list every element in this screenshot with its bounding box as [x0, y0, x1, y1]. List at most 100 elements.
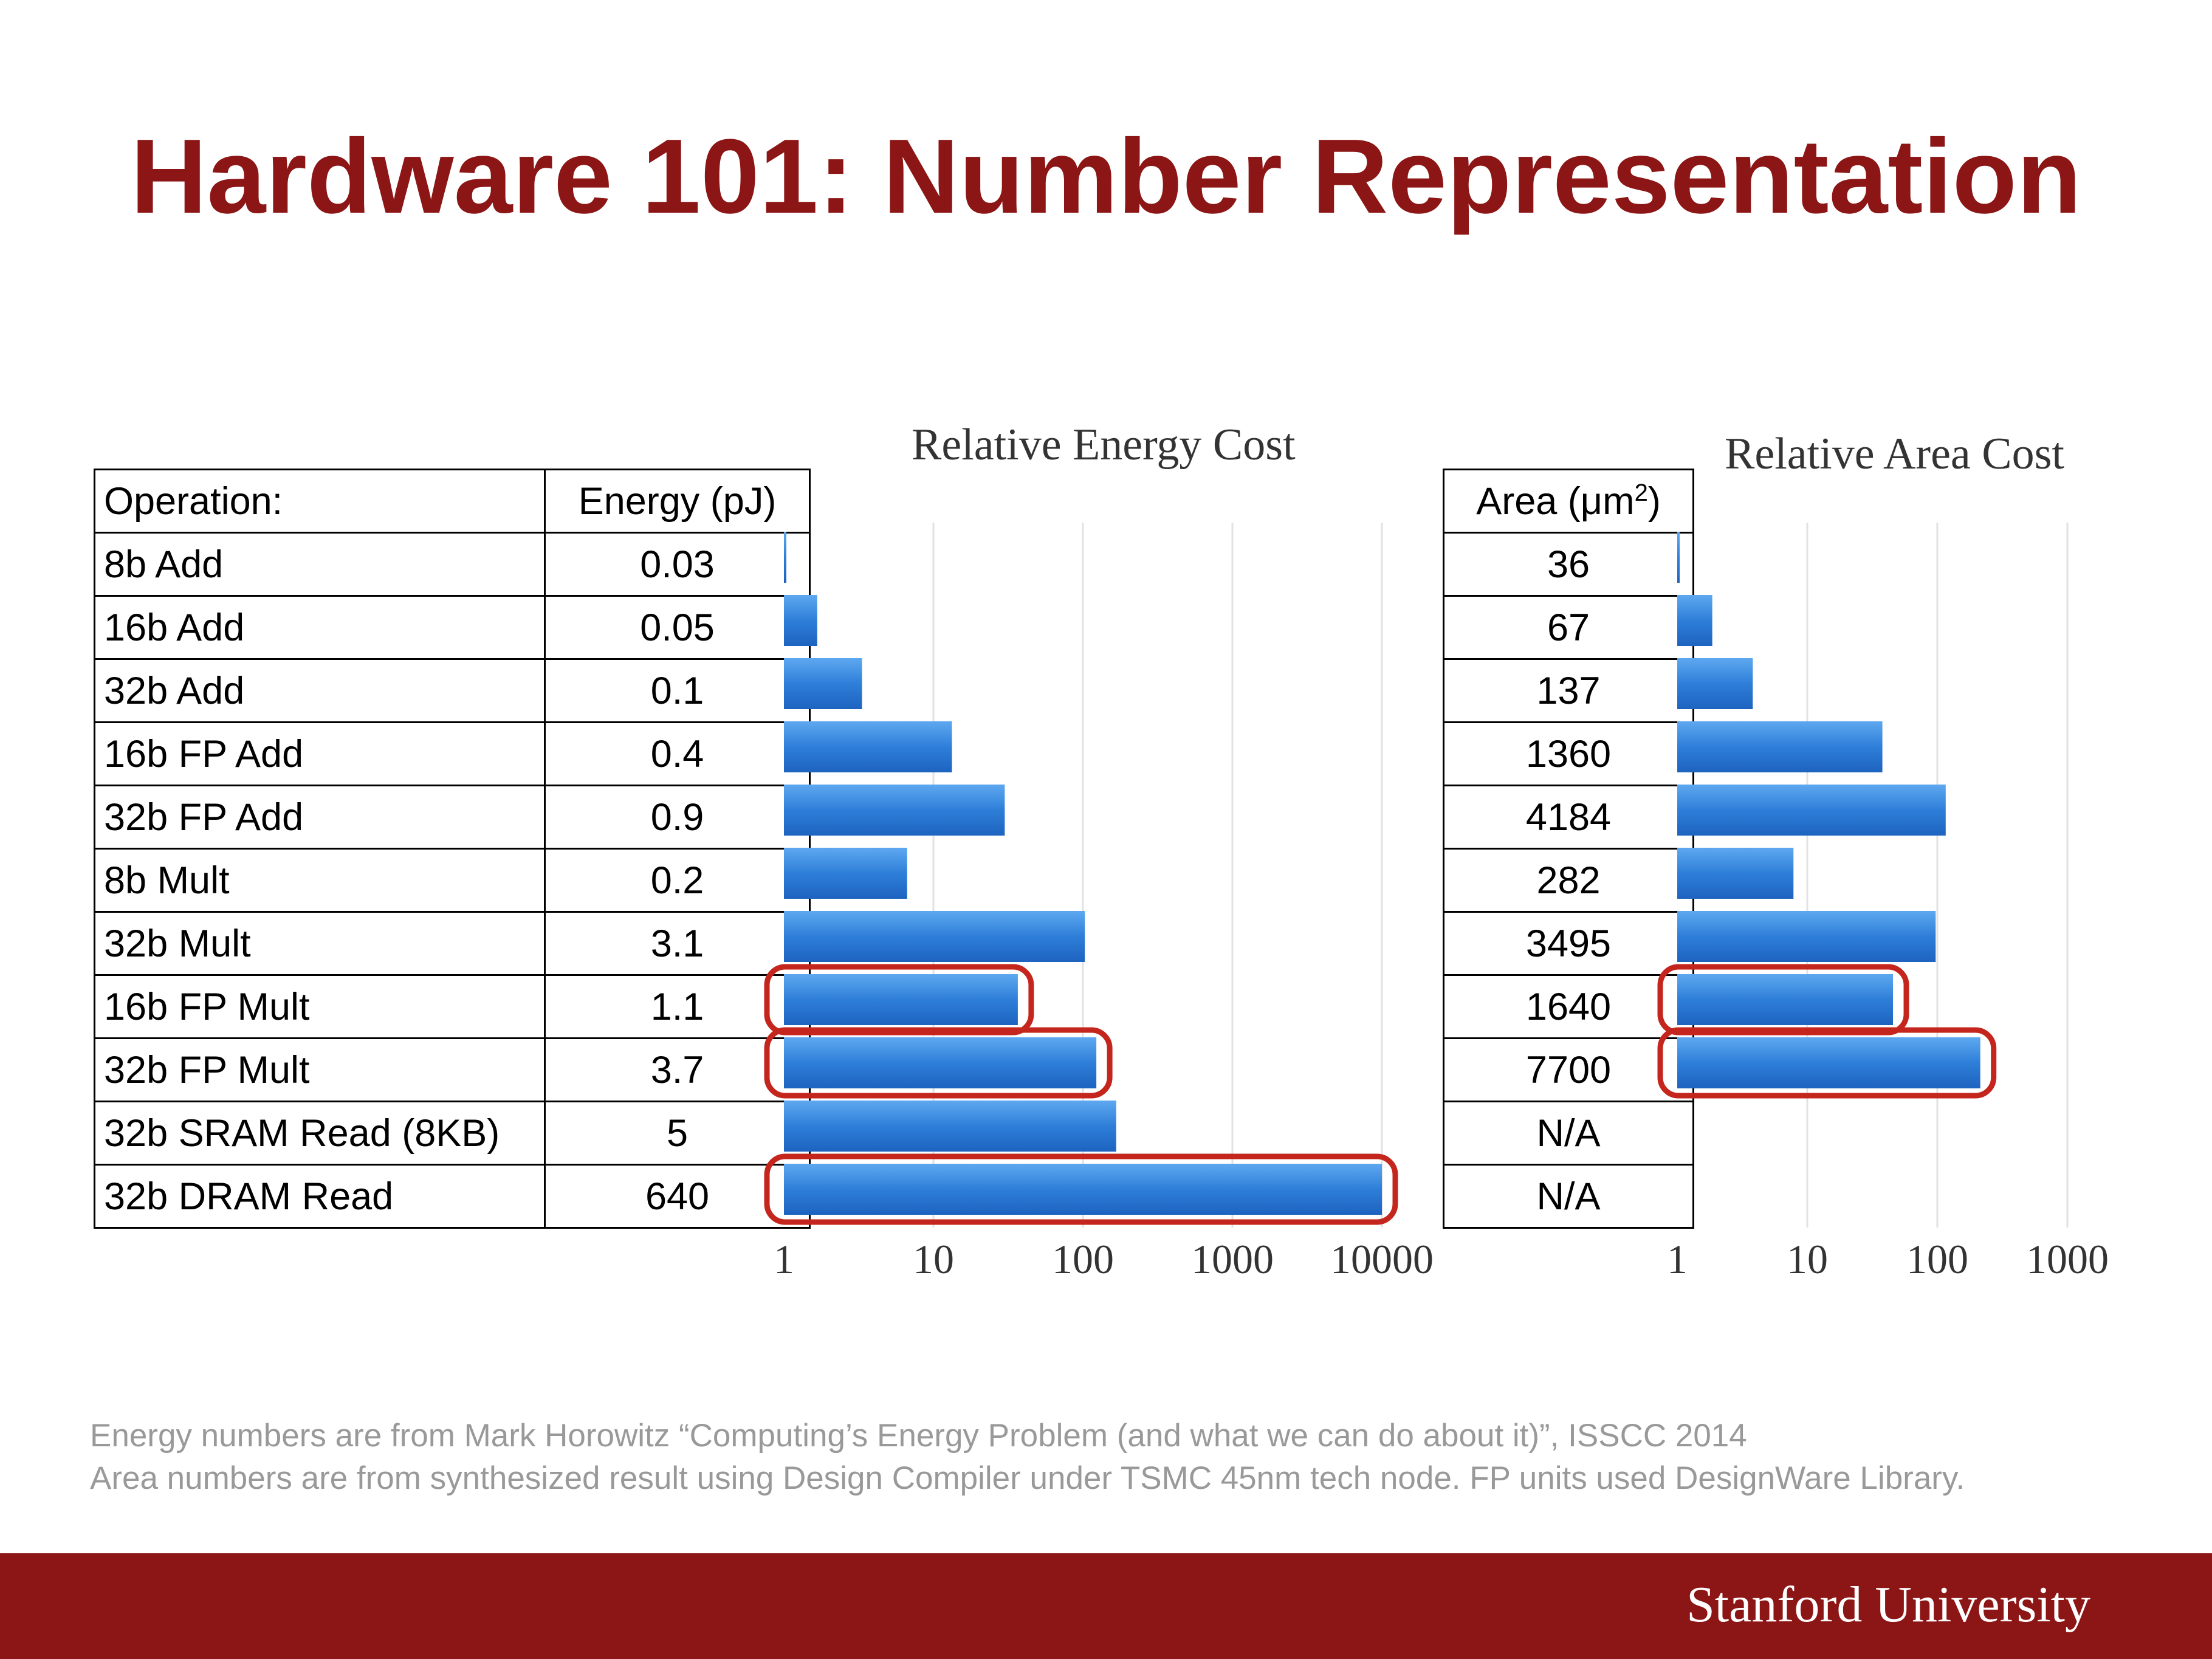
area-table-row: N/A [1443, 1101, 1694, 1166]
energy-cell: 640 [544, 1164, 811, 1229]
energy-table-row: 8b Add 0.03 [94, 532, 811, 597]
energy-table-row: 16b FP Add 0.4 [94, 721, 811, 786]
energy-bar [784, 974, 1018, 1025]
area-table-row: 1640 [1443, 974, 1694, 1039]
energy-highlight-outline [764, 1027, 1113, 1099]
energy-bar [784, 785, 1005, 836]
energy-cell: 0.03 [544, 532, 811, 597]
energy-bar [784, 1164, 1382, 1215]
area-bar [1677, 595, 1712, 646]
footnote-area-source: Area numbers are from synthesized result… [90, 1460, 1965, 1496]
energy-table-row: 32b FP Add 0.9 [94, 785, 811, 850]
operation-cell: 16b FP Add [94, 721, 546, 786]
energy-cell: 0.2 [544, 848, 811, 913]
footnote-energy-source: Energy numbers are from Mark Horowitz “C… [90, 1418, 1747, 1454]
energy-table-header: Operation: Energy (pJ) [94, 469, 811, 534]
area-cell: 137 [1443, 658, 1694, 723]
energy-highlight-outline [764, 1153, 1398, 1225]
energy-table-row: 16b Add 0.05 [94, 595, 811, 660]
energy-cell: 0.4 [544, 721, 811, 786]
area-table-row: 36 [1443, 532, 1694, 597]
energy-table-row: 32b DRAM Read 640 [94, 1164, 811, 1229]
area-bar [1677, 785, 1946, 836]
energy-chart-title: Relative Energy Cost [912, 420, 1296, 470]
energy-cell: 5 [544, 1101, 811, 1166]
area-cell: N/A [1443, 1101, 1694, 1166]
area-bar [1677, 848, 1794, 899]
energy-tick-label: 1 [774, 1236, 794, 1282]
slide-title: Hardware 101: Number Representation [130, 117, 2082, 235]
operation-cell: 8b Mult [94, 848, 546, 913]
energy-bar [784, 1037, 1097, 1088]
operation-cell: 32b FP Add [94, 785, 546, 850]
energy-cell: 3.7 [544, 1037, 811, 1102]
energy-bar [784, 848, 907, 899]
area-table-row: 67 [1443, 595, 1694, 660]
area-header-unit: m [1602, 479, 1635, 523]
area-chart-title: Relative Area Cost [1725, 429, 2064, 479]
energy-table-row: 32b FP Mult 3.7 [94, 1037, 811, 1102]
operation-cell: 32b Mult [94, 911, 546, 976]
area-header-sup: 2 [1634, 479, 1648, 506]
area-table-header: Area (μm2) [1443, 469, 1694, 534]
energy-table-row: 32b SRAM Read (8KB) 5 [94, 1101, 811, 1166]
area-tick-label: 1000 [2026, 1236, 2109, 1282]
energy-tick-label: 10000 [1330, 1236, 1434, 1282]
area-bar [1677, 1037, 1980, 1088]
area-bar [1677, 911, 1936, 962]
energy-tick-label: 100 [1052, 1236, 1114, 1282]
area-table-row: 4184 [1443, 785, 1694, 850]
area-tick-label: 100 [1906, 1236, 1968, 1282]
area-cell: 4184 [1443, 785, 1694, 850]
energy-table-row: 32b Mult 3.1 [94, 911, 811, 976]
area-cell: N/A [1443, 1164, 1694, 1229]
area-header-suffix: ) [1647, 479, 1661, 523]
energy-cell: 0.05 [544, 595, 811, 660]
area-bar-chart: 1 10 100 1000 [1657, 523, 2109, 1282]
area-bar [1677, 532, 1680, 583]
energy-cell: 0.1 [544, 658, 811, 723]
area-table-row: 137 [1443, 658, 1694, 723]
operation-cell: 32b DRAM Read [94, 1164, 546, 1229]
operation-column-header: Operation: [94, 469, 546, 534]
area-cell: 3495 [1443, 911, 1694, 976]
area-table-row: 3495 [1443, 911, 1694, 976]
energy-table: Operation: Energy (pJ) 8b Add 0.03 16b Add… [94, 469, 811, 1229]
energy-bar [784, 721, 952, 772]
operation-cell: 16b Add [94, 595, 546, 660]
operation-cell: 8b Add [94, 532, 546, 597]
area-table-row: 7700 [1443, 1037, 1694, 1102]
area-cell: 1640 [1443, 974, 1694, 1039]
energy-table-row: 32b Add 0.1 [94, 658, 811, 723]
area-cell: 7700 [1443, 1037, 1694, 1102]
energy-cell: 0.9 [544, 785, 811, 850]
energy-bar [784, 595, 817, 646]
area-cell: 1360 [1443, 721, 1694, 786]
operation-cell: 16b FP Mult [94, 974, 546, 1039]
energy-tick-label: 10 [913, 1236, 954, 1282]
area-bar [1677, 974, 1894, 1025]
energy-bar [784, 911, 1085, 962]
energy-tick-label: 1000 [1191, 1236, 1274, 1282]
area-bar [1677, 658, 1753, 709]
area-cell: 36 [1443, 532, 1694, 597]
footer-bar: Stanford University [0, 1553, 2212, 1659]
energy-table-row: 16b FP Mult 1.1 [94, 974, 811, 1039]
operation-cell: 32b SRAM Read (8KB) [94, 1101, 546, 1166]
energy-table-row: 8b Mult 0.2 [94, 848, 811, 913]
energy-cell: 1.1 [544, 974, 811, 1039]
area-highlight-outline [1657, 1027, 1997, 1099]
energy-bar [784, 532, 786, 583]
energy-cell: 3.1 [544, 911, 811, 976]
energy-bar [784, 658, 862, 709]
area-tick-label: 1 [1667, 1236, 1688, 1282]
area-table-row: N/A [1443, 1164, 1694, 1229]
energy-column-header: Energy (pJ) [544, 469, 811, 534]
area-table-row: 1360 [1443, 721, 1694, 786]
area-cell: 282 [1443, 848, 1694, 913]
stanford-wordmark: Stanford University [1686, 1576, 2090, 1633]
area-bar [1677, 721, 1883, 772]
area-header-mu: μ [1580, 479, 1603, 523]
energy-bar [784, 1101, 1116, 1152]
area-cell: 67 [1443, 595, 1694, 660]
